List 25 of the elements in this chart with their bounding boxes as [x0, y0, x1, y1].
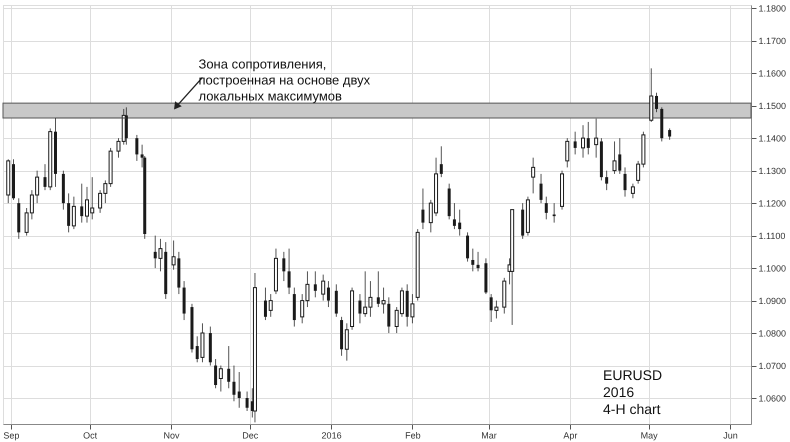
y-tick-label: 1.0700 [758, 361, 786, 372]
x-tick-label: Sep [3, 430, 20, 440]
y-tick-label: 1.1300 [758, 166, 786, 176]
y-tick-label: 1.0800 [758, 328, 786, 339]
y-tick-label: 1.1600 [758, 68, 786, 79]
y-tick-label: 1.1400 [758, 134, 786, 144]
x-tick-label: Dec [242, 430, 259, 440]
y-tick-label: 1.1500 [758, 101, 786, 112]
y-tick-label: 1.1700 [758, 36, 786, 46]
y-tick-label: 1.1800 [758, 4, 786, 14]
y-tick-label: 1.0600 [758, 394, 786, 404]
y-tick-label: 1.1000 [758, 264, 786, 274]
x-tick-label: Jun [723, 430, 738, 440]
x-tick-label: Mar [481, 430, 497, 440]
x-tick-label: Nov [163, 430, 180, 440]
y-tick-label: 1.1200 [758, 198, 786, 209]
x-tick-label: Apr [563, 430, 578, 440]
annotation: EURUSD 2016 4-H chart [603, 367, 662, 417]
x-tick-label: 2016 [322, 430, 342, 440]
x-tick-label: Feb [405, 430, 421, 440]
annotation: Зона сопротивления, построенная на основе двух локальных максимумов [198, 56, 371, 104]
x-tick-label: Oct [83, 430, 98, 440]
y-tick-label: 1.0900 [758, 296, 786, 306]
x-tick-label: May [640, 430, 658, 440]
y-tick-label: 1.1100 [758, 231, 786, 242]
